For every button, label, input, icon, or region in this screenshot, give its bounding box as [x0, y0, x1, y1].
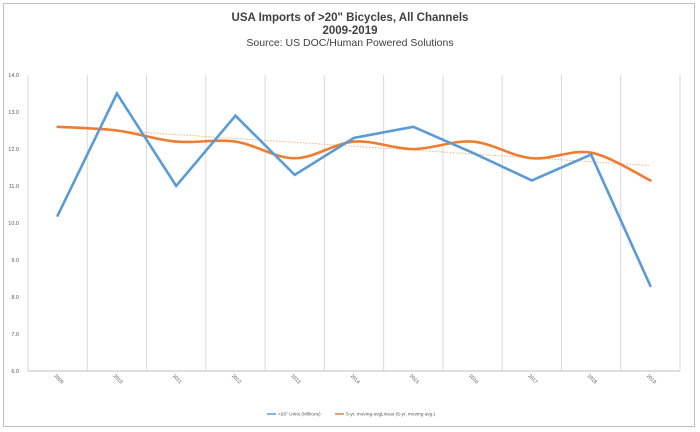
y-tick-label: 14.0 — [8, 73, 19, 79]
vertical-gridlines — [27, 75, 681, 372]
chart-title: USA Imports of >20" Bicycles, All Channe… — [231, 12, 469, 24]
x-tick-label: 2009 — [52, 373, 64, 385]
legend-label: Linear (5-yr. moving avg.) — [381, 412, 436, 418]
y-tick-label: 8.0 — [11, 295, 19, 301]
y-tick-label: 13.0 — [8, 110, 19, 116]
y-tick-label: 10.0 — [8, 221, 19, 227]
x-tick-label: 2010 — [112, 373, 124, 385]
chart-subtitle: 2009-2019 — [322, 25, 378, 37]
x-tick-label: 2015 — [408, 373, 420, 385]
legend-label: 5-yr. moving avg. — [346, 412, 383, 418]
y-tick-label: 12.0 — [8, 147, 19, 153]
y-tick-label: 6.0 — [11, 369, 19, 375]
chart-source: Source: US DOC/Human Powered Solutions — [246, 37, 454, 49]
x-tick-label: 2016 — [467, 373, 479, 385]
x-tick-label: 2012 — [230, 373, 242, 385]
x-tick-label: 2011 — [171, 373, 183, 385]
x-tick-label: 2014 — [349, 373, 361, 385]
y-tick-label: 11.0 — [9, 184, 19, 190]
legend: >20" Units (Millions) 5-yr. moving avg.Li… — [267, 412, 436, 418]
y-tick-label: 7.0 — [11, 332, 19, 338]
y-axis: 6.0 7.0 8.0 9.0 10.0 11.0 12.0 13.0 14.0 — [8, 73, 19, 375]
x-tick-label: 2017 — [526, 373, 538, 385]
x-tick-label: 2019 — [645, 373, 657, 385]
y-tick-label: 9.0 — [11, 258, 19, 264]
x-tick-label: 2018 — [586, 373, 598, 385]
x-axis: 2009 2010 2011 2012 2013 2014 2015 2016 2017 2018… — [52, 373, 657, 385]
series-lines — [56, 90, 652, 288]
chart-frame — [3, 3, 695, 427]
x-tick-label: 2013 — [289, 373, 301, 385]
legend-label: >20" Units (Millions) — [278, 412, 321, 418]
